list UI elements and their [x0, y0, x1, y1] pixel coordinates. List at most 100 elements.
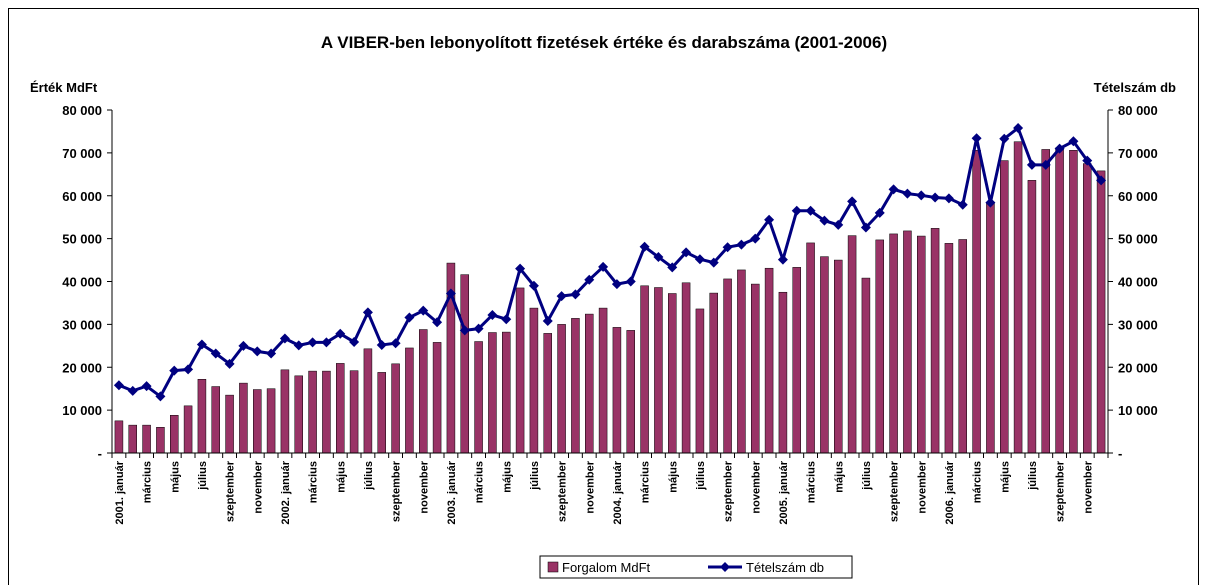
bar: [1069, 150, 1078, 454]
line-marker: [224, 358, 235, 369]
x-tick-label: július: [197, 461, 209, 491]
x-tick-label: július: [1027, 461, 1039, 491]
bar: [668, 293, 677, 454]
line-marker: [432, 317, 443, 328]
bar: [709, 292, 718, 454]
bar: [432, 342, 442, 454]
legend-label: Forgalom MdFt: [562, 560, 651, 575]
bar: [1041, 149, 1050, 454]
chart-title: A VIBER-ben lebonyolított fizetések érté…: [321, 33, 887, 52]
x-tick-label: szeptember: [557, 460, 569, 522]
x-tick-label: szeptember: [1055, 460, 1067, 522]
y2-tick-label: 80 000: [1118, 103, 1158, 118]
bar: [322, 370, 331, 454]
line-marker: [113, 380, 124, 391]
line-marker: [1068, 136, 1079, 147]
bar: [612, 327, 622, 454]
line-marker: [847, 196, 858, 207]
bar: [1027, 180, 1037, 454]
line-marker: [943, 193, 954, 204]
line-marker: [293, 340, 304, 351]
x-tick-label: szeptember: [723, 460, 735, 522]
x-tick-label: 2006. január: [944, 460, 956, 524]
bar: [1000, 160, 1009, 454]
x-tick-label: március: [640, 461, 652, 503]
x-tick-label: március: [474, 461, 486, 503]
line-marker: [611, 279, 622, 290]
bar: [363, 348, 373, 454]
bar: [502, 331, 511, 454]
bar: [792, 267, 801, 454]
line-marker: [764, 214, 775, 225]
y-tick-label: -: [98, 446, 102, 461]
bar: [723, 278, 732, 454]
bar: [349, 370, 359, 454]
x-tick-label: november: [750, 460, 762, 513]
line-marker: [321, 337, 332, 348]
bar: [571, 318, 580, 454]
bar: [875, 239, 884, 454]
x-tick-label: március: [142, 461, 154, 503]
bar: [958, 239, 967, 454]
bar: [294, 375, 303, 454]
bar: [266, 388, 276, 454]
line-marker: [833, 219, 844, 230]
bar: [391, 363, 400, 454]
line-marker: [750, 233, 761, 244]
line-marker: [999, 133, 1010, 144]
bar: [488, 332, 497, 454]
bar: [585, 313, 594, 454]
line-marker: [542, 315, 553, 326]
bar: [557, 324, 566, 454]
bar: [972, 150, 981, 454]
bar: [1096, 170, 1106, 454]
bar: [114, 420, 124, 454]
line-marker: [708, 257, 719, 268]
line-marker: [279, 333, 290, 344]
bar: [751, 283, 760, 454]
x-tick-label: 2001. január: [114, 460, 126, 524]
bar: [1083, 163, 1092, 454]
legend-swatch: [547, 561, 559, 573]
y2-tick-label: 40 000: [1118, 275, 1158, 290]
line-marker: [127, 385, 138, 396]
line-marker: [985, 197, 996, 208]
y2-tick-label: 30 000: [1118, 317, 1158, 332]
bar: [889, 233, 898, 454]
y-tick-label: 20 000: [62, 360, 102, 375]
y-tick-label: 50 000: [62, 232, 102, 247]
bar: [280, 369, 290, 454]
line-marker: [902, 188, 913, 199]
x-tick-label: 2002. január: [280, 460, 292, 524]
line-marker: [1054, 143, 1065, 154]
y2-tick-label: 60 000: [1118, 189, 1158, 204]
y2-tick-label: 10 000: [1118, 403, 1158, 418]
x-tick-label: 2003. január: [446, 460, 458, 524]
line-marker: [625, 276, 636, 287]
bar: [377, 372, 386, 454]
legend-swatch-marker: [720, 562, 730, 572]
bar: [225, 394, 234, 454]
bar: [308, 370, 317, 454]
line-marker: [238, 340, 249, 351]
x-tick-label: 2005. január: [778, 460, 790, 524]
line-marker: [487, 309, 498, 320]
bar: [474, 341, 483, 454]
x-tick-label: szeptember: [391, 460, 403, 522]
line-marker: [653, 252, 664, 263]
line-marker: [681, 247, 692, 258]
y-tick-label: 40 000: [62, 275, 102, 290]
y2-tick-label: 70 000: [1118, 146, 1158, 161]
bar: [944, 243, 954, 454]
line-marker: [183, 364, 194, 375]
x-tick-label: május: [169, 461, 181, 493]
line-marker: [722, 242, 733, 253]
x-tick-label: március: [806, 461, 818, 503]
bar: [778, 291, 788, 454]
x-tick-label: május: [335, 461, 347, 493]
line-marker: [667, 262, 678, 273]
bar: [142, 424, 151, 454]
bar: [654, 287, 663, 454]
x-tick-label: július: [695, 461, 707, 491]
line-marker: [736, 239, 747, 250]
